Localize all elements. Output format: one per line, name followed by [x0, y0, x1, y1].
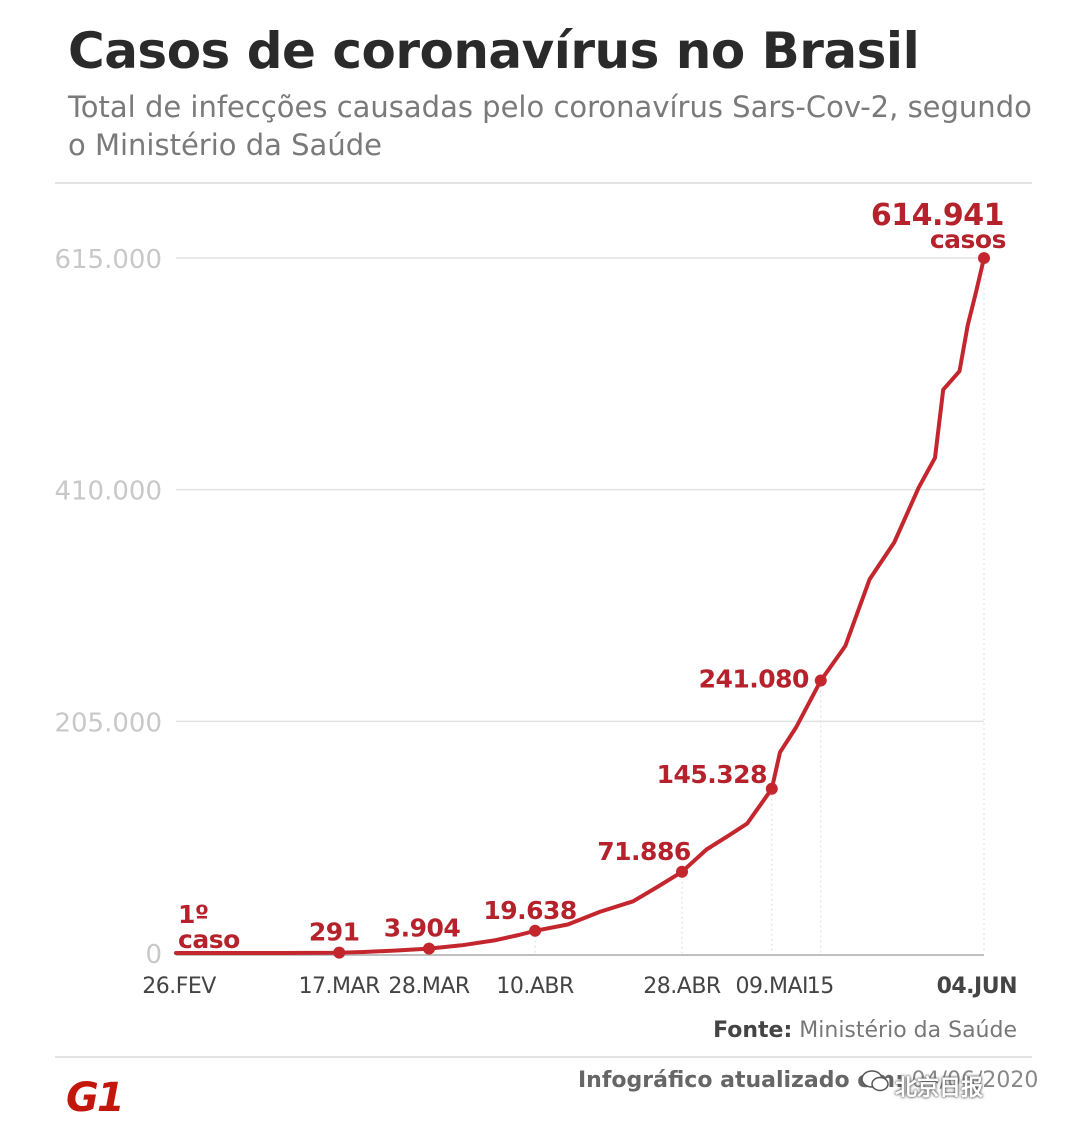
line-chart: 0 205.000 410.000 615.000 26.FEV 17.MAR 28.MAR…	[54, 198, 1017, 999]
data-label: caso	[178, 925, 240, 954]
source-value: Ministério da Saúde	[799, 1018, 1017, 1043]
data-label: 614.941	[871, 198, 1004, 233]
source-label: Fonte:	[713, 1018, 793, 1043]
updated-date: 04/06/2020	[911, 1068, 1039, 1093]
source-note: Fonte: Ministério da Saúde	[713, 1018, 1017, 1043]
x-tick-label: 15	[807, 974, 834, 999]
x-tick-label: 28.MAR	[388, 974, 470, 999]
data-point	[765, 782, 778, 795]
data-label: 71.886	[597, 837, 691, 866]
data-label: 291	[309, 918, 360, 947]
chart-title: Casos de coronavírus no Brasil	[68, 22, 920, 80]
x-tick-label: 09.MAI	[736, 974, 809, 999]
x-tick-label: 17.MAR	[299, 974, 381, 999]
wechat-icon	[861, 1070, 889, 1092]
data-label: 3.904	[384, 914, 461, 943]
data-point	[529, 924, 542, 937]
bottom-divider	[55, 1056, 1032, 1058]
data-point	[333, 946, 346, 959]
g1-logo: G1	[66, 1075, 125, 1121]
data-label: casos	[930, 225, 1006, 254]
top-divider	[55, 182, 1032, 184]
data-label: 19.638	[483, 896, 576, 925]
series-line	[174, 256, 986, 955]
x-tick-label: 04.JUN	[937, 974, 1017, 999]
updated-label: Infográfico atualizado em:	[578, 1068, 904, 1093]
y-tick-label: 205.000	[54, 708, 162, 738]
data-point	[978, 252, 990, 265]
y-tick-label: 410.000	[54, 477, 162, 507]
chart-subtitle: Total de infecções causadas pelo coronav…	[68, 90, 1032, 162]
data-point	[676, 865, 689, 878]
x-tick-label: 10.ABR	[496, 974, 574, 999]
data-label: 1º	[178, 900, 209, 929]
updated-note: Infográfico atualizado em: 04/06/2020	[578, 1068, 1038, 1093]
data-label: 241.080	[699, 665, 809, 694]
watermark: 北京日报	[895, 1076, 984, 1101]
data-point	[814, 674, 827, 687]
x-tick-label: 28.ABR	[643, 974, 721, 999]
y-tick-label: 615.000	[54, 245, 162, 275]
x-tick-label: 26.FEV	[142, 974, 216, 999]
data-label: 145.328	[657, 760, 767, 789]
y-tick-label: 0	[145, 940, 162, 970]
data-point	[423, 942, 436, 955]
